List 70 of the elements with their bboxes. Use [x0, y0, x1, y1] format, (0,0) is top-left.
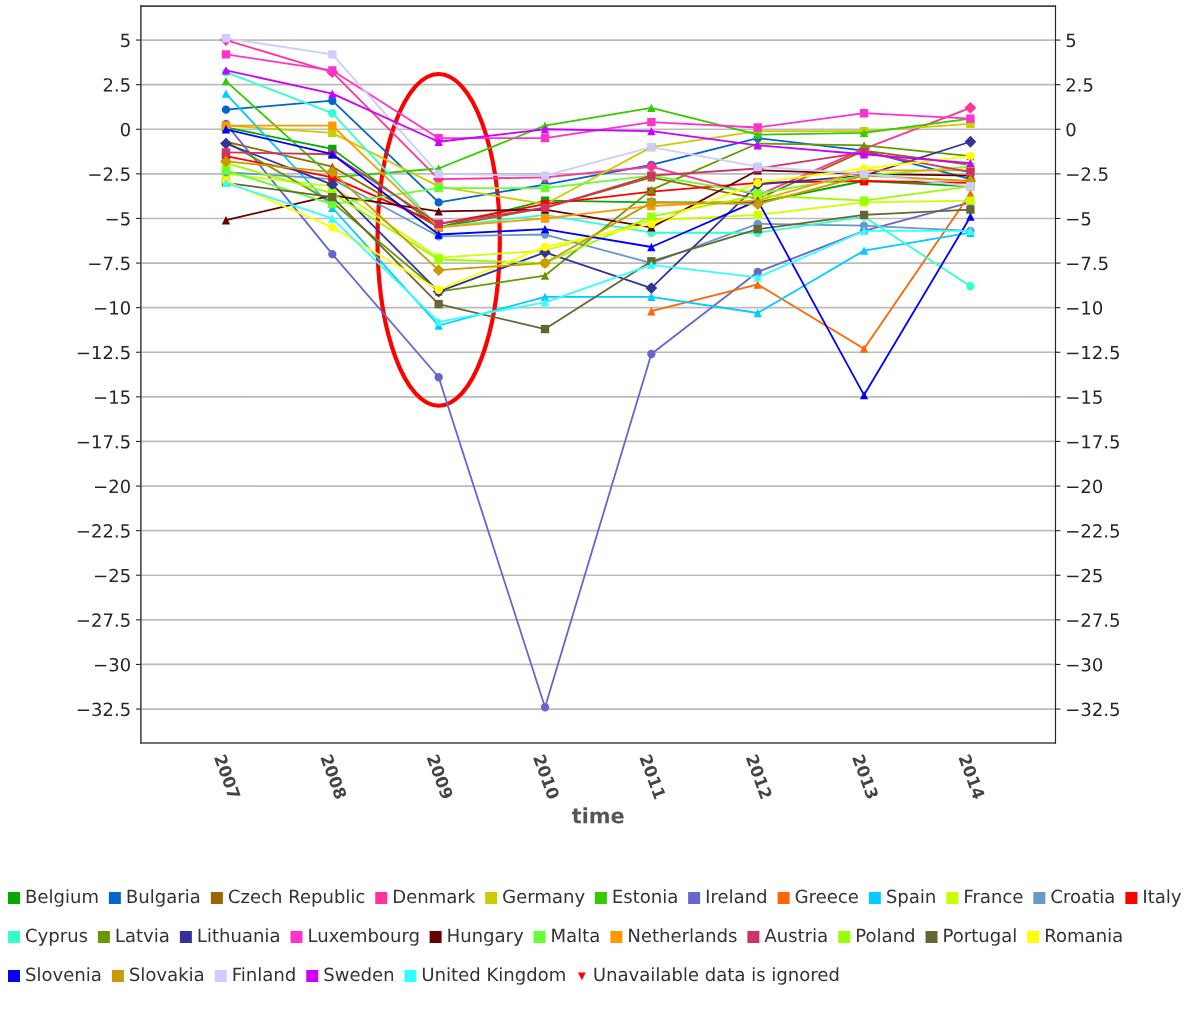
legend-label: Bulgaria [127, 889, 200, 907]
y-tick-label: 0 [120, 122, 130, 137]
legend-label: Finland [233, 967, 295, 982]
x-tick-label: 2007 [213, 754, 241, 800]
legend-label: United Kingdom [422, 967, 565, 985]
x-tick-label: 2009 [426, 754, 454, 800]
legend-label: Czech Republic [228, 889, 365, 907]
legend-label: Croatia [1051, 889, 1114, 904]
x-tick-label: 2010 [532, 754, 560, 800]
y2-tick-label: −27.5 [1067, 613, 1119, 627]
legend-label: Hungary [448, 928, 524, 946]
legend-label: Malta [552, 928, 599, 943]
y2-tick-label: −5 [1067, 212, 1091, 226]
y2-tick-label: −12.5 [1067, 345, 1119, 360]
legend-label: Poland [857, 928, 914, 943]
y2-tick-label: 2.5 [1066, 78, 1093, 92]
y-tick-label: −22.5 [77, 524, 130, 538]
y2-tick-label: 5 [1066, 33, 1076, 48]
legend-label: Latvia [116, 928, 169, 943]
legend-label: Italy [1144, 889, 1182, 907]
y-tick-label: −2.5 [89, 167, 130, 181]
legend-label: Romania [1046, 928, 1122, 943]
y2-tick-label: −10 [1067, 301, 1103, 315]
y-tick-label: −7.5 [89, 256, 130, 271]
y-tick-label: −30 [94, 657, 130, 672]
x-tick-label: 2014 [958, 754, 986, 800]
y2-tick-label: −32.5 [1067, 702, 1119, 717]
legend-label: Spain [887, 889, 935, 907]
legend-label: Portugal [944, 928, 1016, 946]
text: Unavailable data is ignored [594, 967, 839, 985]
y-tick-label: −12.5 [77, 345, 130, 360]
x-tick-label: 2011 [639, 754, 667, 800]
y-tick-label: −25 [94, 568, 130, 583]
y-tick-label: 5 [121, 33, 130, 48]
x-axis-title: time [572, 807, 624, 824]
y2-tick-label: −7.5 [1067, 256, 1108, 271]
y-tick-label: −15 [94, 390, 130, 404]
legend-label: Estonia [613, 889, 677, 904]
y-tick-label: 2.5 [103, 78, 130, 92]
legend-label: Cyprus [26, 928, 88, 946]
y2-tick-label: −15 [1067, 390, 1102, 404]
legend-label: France [965, 889, 1023, 904]
legend-label: Ireland [706, 889, 766, 904]
legend-label: Sweden [324, 967, 394, 982]
x-tick-label: 2008 [320, 754, 348, 800]
y-tick-label: −5 [106, 212, 130, 226]
y2-tick-label: −25 [1067, 568, 1102, 583]
legend-label: Denmark [394, 889, 476, 904]
legend-label: Luxembourg [309, 928, 419, 946]
y-tick-label: −17.5 [77, 435, 130, 449]
legend-label: Greece [795, 889, 858, 904]
y2-tick-label: −2.5 [1067, 167, 1108, 181]
legend-label: Slovenia [26, 967, 101, 982]
y2-tick-label: −30 [1067, 657, 1103, 672]
y2-tick-label: −17.5 [1067, 435, 1119, 449]
legend-label: Austria [764, 928, 827, 943]
x-tick-label: 2013 [852, 754, 879, 800]
y-tick-label: −10 [94, 301, 130, 315]
legend-label: Belgium [26, 889, 98, 907]
legend-label: Slovakia [130, 967, 204, 982]
y2-tick-label: 0 [1066, 122, 1076, 137]
x-tick-label: 2012 [745, 754, 773, 800]
legend-label: Lithuania [198, 928, 279, 943]
y-tick-label: −32.5 [77, 702, 130, 717]
legend-label: Germany [503, 889, 585, 907]
y2-tick-label: −22.5 [1067, 524, 1119, 538]
legend-label: Netherlands [629, 928, 737, 943]
y-tick-label: −20 [94, 479, 130, 494]
y-tick-label: −27.5 [77, 613, 130, 627]
y2-tick-label: −20 [1067, 479, 1103, 494]
